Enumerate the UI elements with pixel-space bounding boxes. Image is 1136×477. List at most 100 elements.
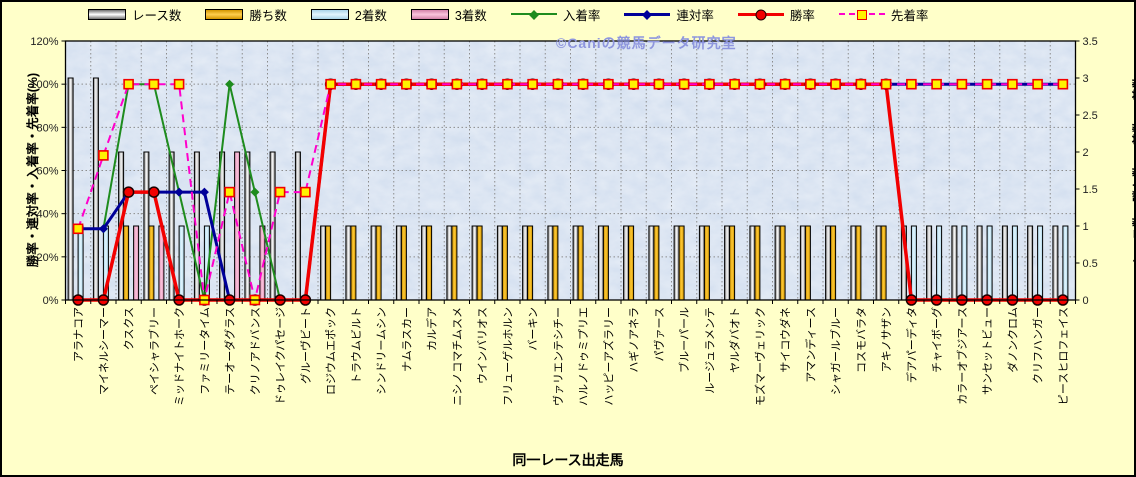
right-tick-label: 2 — [1083, 147, 1089, 159]
legend-swatch-line — [510, 8, 557, 21]
bar — [471, 225, 478, 301]
legend-swatch-bar — [410, 9, 449, 20]
right-tick-label: 3 — [1083, 73, 1089, 85]
square-marker-icon — [375, 78, 387, 90]
category-label: ナムラスカー — [400, 307, 413, 372]
category-label: ハギノアネラ — [628, 307, 641, 373]
diamond-marker-icon — [98, 224, 108, 234]
bar — [779, 225, 786, 301]
bar — [123, 225, 130, 301]
diamond-marker-icon — [528, 9, 539, 20]
bar — [623, 225, 630, 301]
bar — [375, 225, 382, 301]
category-label: テーオーダグラス — [223, 307, 237, 395]
category-label: クリフハンガー — [1032, 307, 1045, 384]
bar — [400, 225, 407, 301]
legend-label: レース数 — [132, 9, 182, 23]
legend-item-6: 勝率 — [737, 5, 815, 24]
square-marker-icon — [123, 78, 134, 90]
bar — [936, 225, 943, 301]
category-label: ペイシャラブリー — [147, 307, 161, 395]
bar — [143, 151, 150, 301]
category-label: ミッドナイトホーク — [173, 307, 186, 406]
legend: レース数 勝ち数 2着数 3着数 入着率 連対率 勝率 先着率 — [88, 5, 928, 24]
square-marker-icon — [1007, 78, 1018, 90]
square-marker-icon — [956, 78, 968, 90]
circle-marker-icon — [122, 186, 135, 198]
bar — [547, 225, 554, 301]
bar — [724, 225, 731, 301]
square-marker-icon — [173, 78, 185, 90]
legend-item-3: 3着数 — [410, 5, 487, 24]
category-label: ニシノコマチムスメ — [451, 307, 464, 406]
square-marker-icon — [856, 9, 867, 20]
bar — [350, 225, 357, 301]
category-label: ブルーパール — [677, 307, 691, 373]
bar — [830, 225, 837, 301]
category-label: クリノアドバンス — [249, 307, 262, 395]
category-label: グルーヴビート — [298, 307, 312, 384]
legend-swatch-line — [838, 8, 885, 21]
square-marker-icon — [300, 186, 311, 198]
category-label: ヴァリエンテシチー — [551, 307, 565, 406]
bar — [421, 225, 428, 301]
bar — [602, 225, 609, 301]
category-labels: アラナコア マイネルシーマー クスクス ペイシャラブリー ミッドナイトホーク ファミリータ… — [72, 307, 1070, 406]
category-label: ピースヒロフェイス — [1057, 307, 1070, 405]
category-label: サイコウダネ — [778, 307, 792, 373]
square-marker-icon — [906, 78, 917, 90]
category-label: ファミリータイム — [198, 307, 211, 395]
bar — [597, 225, 604, 301]
square-marker-icon — [451, 78, 463, 90]
square-marker-icon — [931, 78, 942, 90]
left-tick-label: 100% — [30, 79, 58, 91]
legend-swatch-bar — [205, 9, 244, 20]
square-marker-icon — [880, 78, 892, 90]
legend-label: 勝率 — [789, 9, 815, 23]
square-marker-icon — [274, 186, 286, 198]
bar — [577, 225, 584, 301]
bar — [133, 225, 140, 301]
bar — [325, 225, 332, 301]
square-marker-icon — [981, 78, 993, 90]
bar — [451, 225, 458, 301]
legend-label: 先着率 — [890, 9, 929, 23]
bar — [850, 225, 857, 301]
legend-label: 3着数 — [454, 9, 487, 23]
bar — [1052, 225, 1059, 301]
bar — [77, 225, 84, 301]
square-marker-icon — [224, 186, 235, 198]
category-label: ルージュラメンテ — [704, 307, 716, 394]
left-axis-title: 勝率・連対率・入着率・先着率(%) — [26, 72, 40, 268]
bar — [774, 225, 781, 301]
bar — [926, 225, 933, 301]
square-marker-icon — [401, 78, 412, 90]
bar — [910, 225, 917, 301]
bar — [653, 225, 660, 301]
bar — [294, 151, 301, 301]
category-label: ハルノドゥミプリエ — [577, 307, 590, 406]
bar — [552, 225, 559, 301]
bar — [749, 225, 756, 301]
legend-swatch-line — [737, 8, 784, 21]
square-marker-icon — [552, 78, 564, 90]
right-tick-label: 2.5 — [1083, 110, 1098, 122]
category-label: アラナコア — [72, 307, 85, 362]
bar — [345, 225, 352, 301]
square-marker-icon — [1057, 78, 1069, 90]
left-tick-label: 20% — [36, 252, 58, 264]
bar — [476, 225, 483, 301]
legend-item-5: 連対率 — [624, 5, 714, 24]
diamond-marker-icon — [250, 187, 260, 197]
bar — [1011, 225, 1018, 301]
right-tick-label: 3.5 — [1083, 36, 1098, 48]
bar — [648, 225, 655, 301]
diamond-marker-icon — [199, 187, 209, 197]
square-marker-icon — [805, 78, 816, 90]
square-marker-icon — [729, 78, 740, 90]
bar — [426, 225, 433, 301]
legend-swatch-bar — [310, 9, 349, 20]
category-label: ドゥレイクパセージ — [274, 307, 287, 405]
bar — [804, 225, 811, 301]
bar — [799, 225, 806, 301]
